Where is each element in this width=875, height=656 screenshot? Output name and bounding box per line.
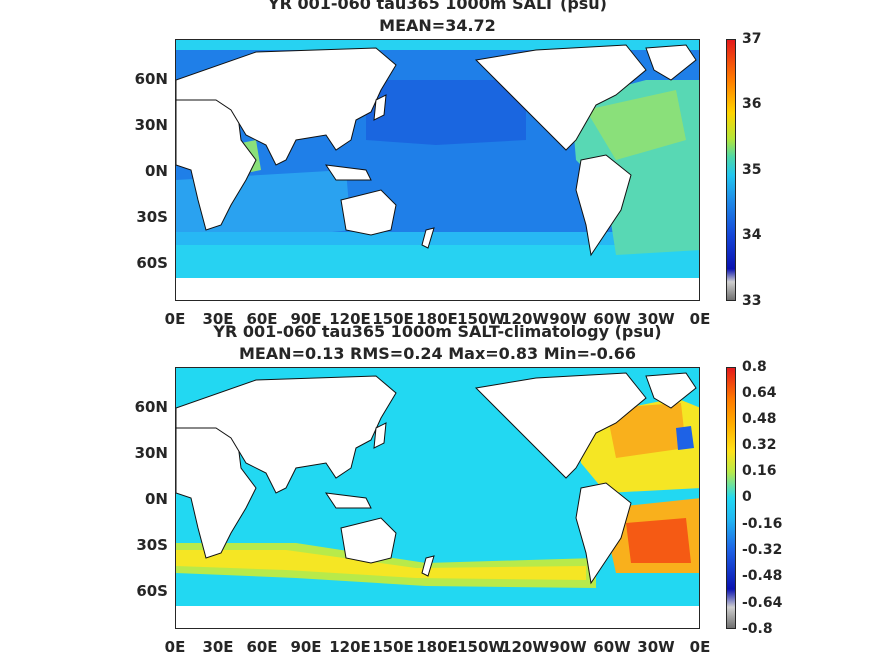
anomaly-map [175,367,700,629]
ocean-arctic [176,40,699,50]
panel-title: YR 001-060 tau365 1000m SALT (psu) [268,0,607,13]
land-australia [340,189,397,236]
colorbar-label: 0.64 [742,385,777,401]
lon-label: 60W [593,310,631,328]
colorbar-label: -0.48 [742,568,783,584]
lat-label: 60S [136,254,168,272]
lat-label: 30N [134,116,168,134]
colorbar-label: 0.48 [742,411,777,427]
colorbar-label: 35 [742,162,762,178]
lon-label: 180E [416,310,458,328]
lon-label: 120W [501,638,549,656]
continents [176,372,697,585]
land-south-america [575,154,632,257]
colorbar-label: 37 [742,31,762,47]
land-antarctica [176,278,699,300]
lon-label: 90E [290,310,322,328]
land-indonesia [324,164,372,181]
continents [176,44,697,257]
lat-label: 0N [145,162,168,180]
colorbar-label: 34 [742,227,762,243]
lon-label: 0E [689,638,711,656]
lon-label: 90W [549,638,587,656]
colorbar-label: 36 [742,96,762,112]
land-new-zealand [421,555,435,577]
colorbar-label: 33 [742,293,762,309]
lat-label: 60S [136,582,168,600]
lon-label: 150W [457,638,505,656]
south-atlantic-max [626,518,691,563]
land-japan [373,422,387,449]
lon-label: 90E [290,638,322,656]
lon-label: 90W [549,310,587,328]
band-south-inner [176,550,586,580]
lon-label: 30E [202,638,234,656]
salinity-map [175,39,700,301]
lon-label: 120E [329,638,371,656]
panel-title: YR 001-060 tau365 1000m SALT-climatology… [213,322,662,341]
land-indonesia [324,492,372,509]
lon-label: 150E [372,638,414,656]
land-eurasia [176,375,397,494]
land-eurasia [176,47,397,166]
lon-label: 0E [164,638,186,656]
colorbar-label: 0.8 [742,359,767,375]
ocean-arctic [176,368,699,378]
lon-label: 60E [246,310,278,328]
lon-label: 120W [501,310,549,328]
colorbar [726,367,736,629]
land-north-america [474,44,647,151]
colorbar-label: -0.16 [742,516,783,532]
land-antarctica [176,606,699,628]
colorbar-label: 0 [742,489,752,505]
land-japan [373,94,387,121]
land-south-america [575,482,632,585]
lon-label: 150E [372,310,414,328]
lat-label: 30N [134,444,168,462]
lat-label: 60N [134,70,168,88]
ocean-southern [176,245,699,280]
lon-label: 150W [457,310,505,328]
land-australia [340,517,397,564]
panel-subtitle: MEAN=34.72 [379,16,496,35]
lon-label: 30W [637,638,675,656]
lon-label: 60W [593,638,631,656]
land-new-zealand [421,227,435,249]
north-atlantic-strong [606,403,686,458]
colorbar-label: -0.32 [742,542,783,558]
labrador-negative [676,426,694,450]
land-north-america [474,372,647,479]
lon-label: 180E [416,638,458,656]
ocean-atlantic-north [586,90,686,160]
ocean-north-pacific [366,80,526,145]
land-greenland [645,372,697,409]
panel-subtitle: MEAN=0.13 RMS=0.24 Max=0.83 Min=-0.66 [238,344,637,363]
colorbar-label: 0.16 [742,463,777,479]
lat-label: 30S [136,536,168,554]
lon-label: 0E [164,310,186,328]
lon-label: 120E [329,310,371,328]
lat-label: 0N [145,490,168,508]
colorbar [726,39,736,301]
lat-label: 30S [136,208,168,226]
colorbar-label: -0.64 [742,595,783,611]
lon-label: 60E [246,638,278,656]
lon-label: 30W [637,310,675,328]
land-greenland [645,44,697,81]
lon-label: 30E [202,310,234,328]
colorbar-label: -0.8 [742,621,773,637]
lat-label: 60N [134,398,168,416]
colorbar-label: 0.32 [742,437,777,453]
lon-label: 0E [689,310,711,328]
